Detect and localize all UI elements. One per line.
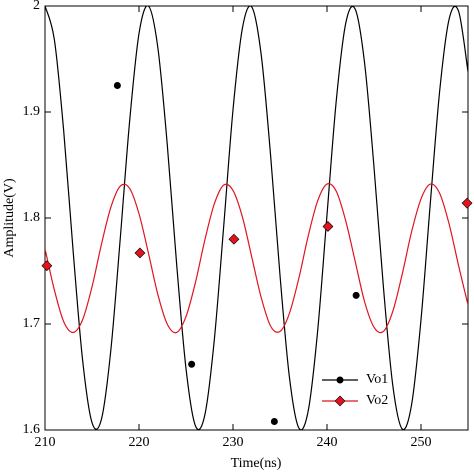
marker [270, 418, 278, 426]
y-axis-label: Amplitude(V) [2, 178, 17, 258]
y-tick-label: 1.6 [23, 422, 41, 437]
series-line [45, 183, 468, 334]
x-tick-label: 240 [317, 435, 338, 450]
marker [322, 221, 334, 232]
x-tick-label: 230 [223, 435, 244, 450]
marker [41, 260, 53, 272]
y-tick-label: 1.7 [23, 316, 41, 331]
marker [228, 233, 240, 245]
x-tick-label: 250 [411, 435, 432, 450]
plot-frame [44, 5, 469, 431]
x-axis-label: Time(ns) [231, 456, 282, 471]
x-tick-label: 210 [35, 435, 56, 450]
legend-label: Vo2 [366, 393, 388, 408]
series-line [45, 6, 468, 430]
legend-marker [334, 395, 346, 407]
marker [188, 360, 196, 368]
marker [113, 82, 121, 89]
y-tick-label: 2 [33, 0, 40, 13]
legend-label: Vo1 [366, 372, 388, 387]
x-tick-label: 220 [129, 435, 150, 450]
legend-marker [336, 376, 344, 384]
y-tick-label: 1.8 [23, 210, 41, 225]
marker [134, 247, 146, 259]
marker [352, 291, 360, 299]
y-tick-label: 1.9 [23, 104, 41, 119]
marker [461, 197, 473, 209]
